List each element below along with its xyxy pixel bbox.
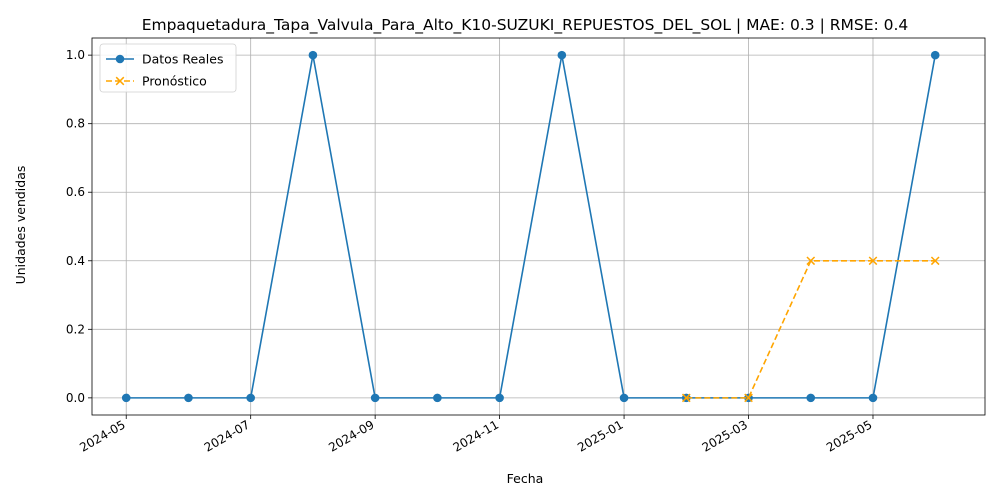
x-tick-label: 2024-11 <box>451 417 501 454</box>
y-axis-label: Unidades vendidas <box>13 166 28 285</box>
data-point <box>806 393 816 403</box>
data-point <box>433 393 442 403</box>
x-axis-ticks: 2024-05 2024-07 2024-09 2024-11 2025-01 2025-… <box>77 415 874 455</box>
x-axis-label: Fecha <box>507 471 544 486</box>
y-tick-label: 0.4 <box>66 254 85 268</box>
data-point <box>930 50 940 60</box>
data-point <box>370 393 380 403</box>
x-tick-label: 2024-09 <box>326 417 376 454</box>
forecast-point <box>868 256 878 266</box>
legend-marker <box>115 54 125 64</box>
y-tick-label: 0.8 <box>66 117 85 131</box>
series-line-0 <box>126 54 937 399</box>
x-tick-label: 2025-01 <box>575 417 625 454</box>
data-point <box>121 393 131 403</box>
grid-lines <box>92 38 985 415</box>
x-tick-label: 2025-05 <box>824 417 874 454</box>
data-point <box>495 393 504 403</box>
legend-label: Datos Reales <box>142 52 223 67</box>
forecast-point <box>681 393 691 403</box>
y-tick-label: 0.6 <box>66 185 85 199</box>
data-point <box>184 393 193 403</box>
series-layer <box>121 50 940 403</box>
plot-frame <box>91 37 986 416</box>
forecast-point <box>930 256 940 266</box>
legend: Datos Reales Pronóstico <box>99 43 237 93</box>
legend-box <box>99 43 237 93</box>
chart-title: Empaquetadura_Tapa_Valvula_Para_Alto_K10… <box>142 16 909 35</box>
x-tick-label: 2025-03 <box>700 417 750 454</box>
legend-label: Pronóstico <box>142 74 207 89</box>
y-tick-label: 0.0 <box>66 391 85 405</box>
data-point <box>619 393 629 403</box>
x-tick-label: 2024-07 <box>202 417 252 454</box>
data-point <box>246 393 255 403</box>
y-tick-label: 1.0 <box>66 48 85 62</box>
x-tick-label: 2024-05 <box>77 417 127 454</box>
data-point <box>308 50 318 60</box>
y-axis-ticks: 0.0 0.2 0.4 0.6 0.8 1.0 <box>66 48 92 405</box>
data-point <box>557 50 567 60</box>
legend-marker <box>115 76 125 86</box>
forecast-point <box>744 393 753 403</box>
y-tick-label: 0.2 <box>66 322 85 336</box>
forecast-point <box>806 256 816 266</box>
data-point <box>868 393 878 403</box>
